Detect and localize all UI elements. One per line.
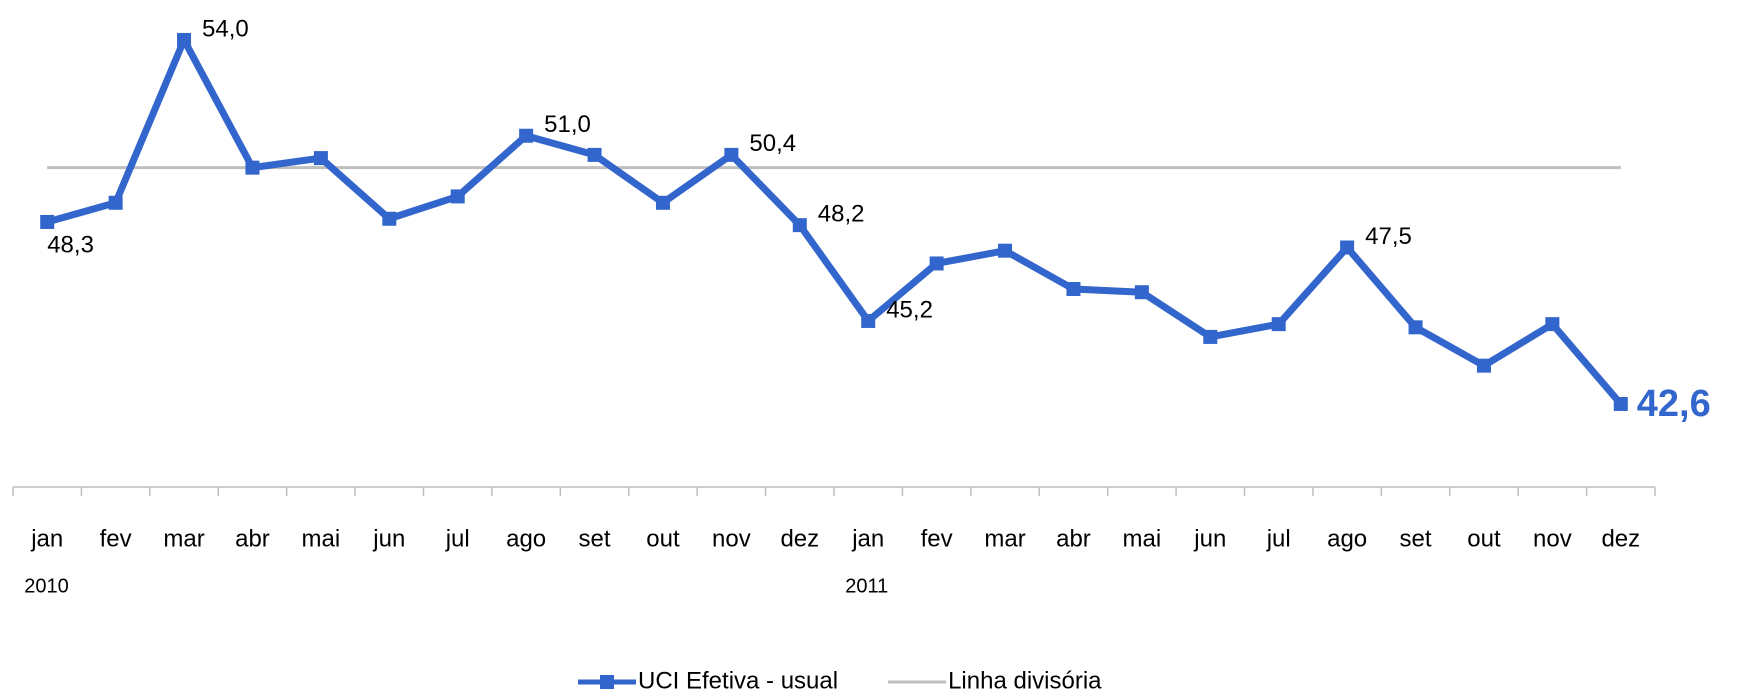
- x-tick-label: mar: [163, 525, 204, 552]
- marker: [108, 195, 123, 210]
- x-tick-label: mar: [984, 525, 1025, 552]
- data-label: 54,0: [202, 15, 249, 42]
- data-label: 50,4: [749, 130, 796, 157]
- x-tick-label: mai: [302, 525, 341, 552]
- marker: [1271, 317, 1286, 332]
- data-label: 47,5: [1365, 223, 1412, 250]
- x-tick-label: set: [579, 525, 611, 552]
- x-group-label: 2010: [24, 575, 69, 597]
- x-tick-label: fev: [100, 525, 132, 552]
- marker: [177, 32, 192, 47]
- x-tick-label: jan: [851, 525, 884, 552]
- x-tick-label: abr: [235, 525, 270, 552]
- marker: [1476, 358, 1491, 373]
- marker: [40, 214, 55, 229]
- legend-marker: [600, 675, 614, 689]
- x-tick-label: jan: [30, 525, 63, 552]
- marker: [724, 147, 739, 162]
- x-tick-label: ago: [506, 525, 546, 552]
- marker: [655, 195, 670, 210]
- series-line: [46, 36, 1624, 407]
- marker: [1066, 282, 1081, 297]
- data-label: 48,2: [818, 200, 865, 227]
- x-tick-label: mai: [1123, 525, 1162, 552]
- data-label: 42,6: [1637, 383, 1711, 425]
- marker: [1203, 329, 1218, 344]
- marker: [1340, 240, 1355, 255]
- x-tick-label: dez: [780, 525, 819, 552]
- marker: [929, 256, 944, 271]
- marker: [792, 218, 807, 233]
- marker: [382, 211, 397, 226]
- x-tick-label: jul: [1266, 525, 1291, 552]
- x-tick-label: out: [646, 525, 680, 552]
- data-label: 48,3: [47, 231, 94, 258]
- legend-label: Linha divisória: [948, 667, 1102, 694]
- marker: [313, 151, 328, 166]
- marker: [587, 147, 602, 162]
- x-group-label: 2011: [845, 575, 888, 597]
- x-tick-label: jun: [372, 525, 405, 552]
- marker: [1545, 317, 1560, 332]
- x-tick-label: set: [1400, 525, 1432, 552]
- x-tick-label: dez: [1601, 525, 1640, 552]
- marker: [1613, 396, 1628, 411]
- x-tick-label: nov: [1533, 525, 1572, 552]
- data-label: 51,0: [544, 111, 591, 138]
- marker: [998, 243, 1013, 258]
- x-tick-label: nov: [712, 525, 751, 552]
- marker: [450, 189, 465, 204]
- x-tick-label: abr: [1056, 525, 1091, 552]
- x-tick-label: jul: [445, 525, 470, 552]
- marker: [519, 128, 534, 143]
- x-tick-label: out: [1467, 525, 1501, 552]
- marker: [861, 313, 876, 328]
- marker: [1134, 285, 1149, 300]
- x-tick-label: fev: [921, 525, 953, 552]
- data-label: 45,2: [886, 296, 933, 323]
- x-tick-label: ago: [1327, 525, 1367, 552]
- legend-label: UCI Efetiva - usual: [638, 667, 838, 694]
- x-tick-label: jun: [1193, 525, 1226, 552]
- marker: [245, 160, 260, 175]
- marker: [1408, 320, 1423, 335]
